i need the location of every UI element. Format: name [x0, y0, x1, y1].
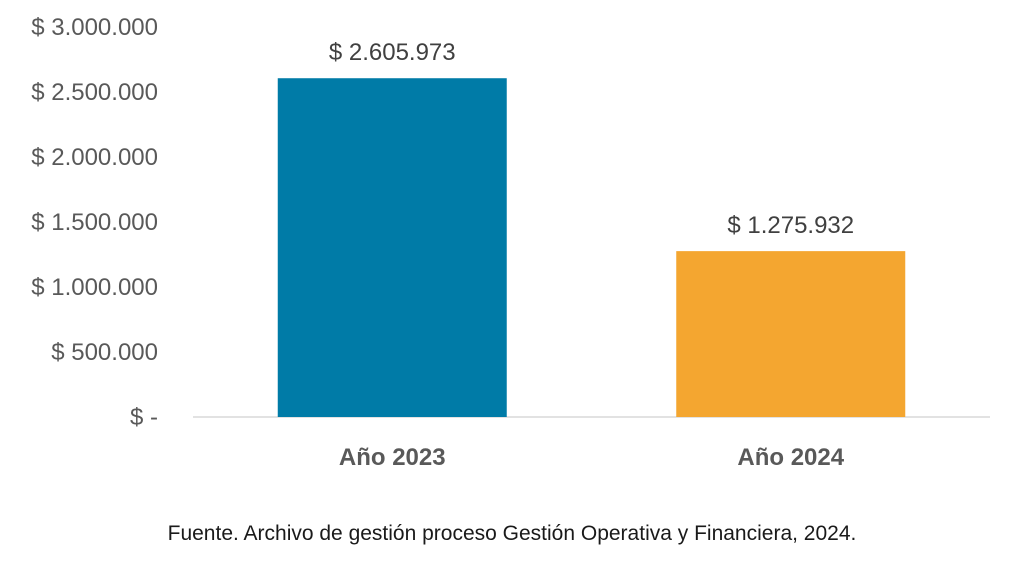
y-tick-label: $ 500.000: [51, 339, 158, 366]
y-tick-label: $ -: [130, 404, 158, 431]
bar-chart: $ - $ 500.000 $ 1.000.000 $ 1.500.000 $ 2.00…: [31, 14, 990, 471]
bar: [676, 251, 906, 417]
bar: [277, 78, 507, 417]
y-tick-label: $ 3.000.000: [31, 14, 158, 41]
x-category-label: Año 2023: [339, 444, 446, 471]
data-label: $ 2.605.973: [329, 39, 456, 66]
y-tick-label: $ 2.500.000: [31, 79, 158, 106]
source-note: Fuente. Archivo de gestión proceso Gesti…: [167, 522, 857, 545]
y-tick-label: $ 1.500.000: [31, 209, 158, 236]
y-tick-label: $ 2.000.000: [31, 144, 158, 171]
data-label: $ 1.275.932: [727, 212, 854, 239]
x-category-label: Año 2024: [737, 444, 844, 471]
y-tick-label: $ 1.000.000: [31, 274, 158, 301]
chart-canvas: $ - $ 500.000 $ 1.000.000 $ 1.500.000 $ 2.00…: [31, 14, 990, 471]
